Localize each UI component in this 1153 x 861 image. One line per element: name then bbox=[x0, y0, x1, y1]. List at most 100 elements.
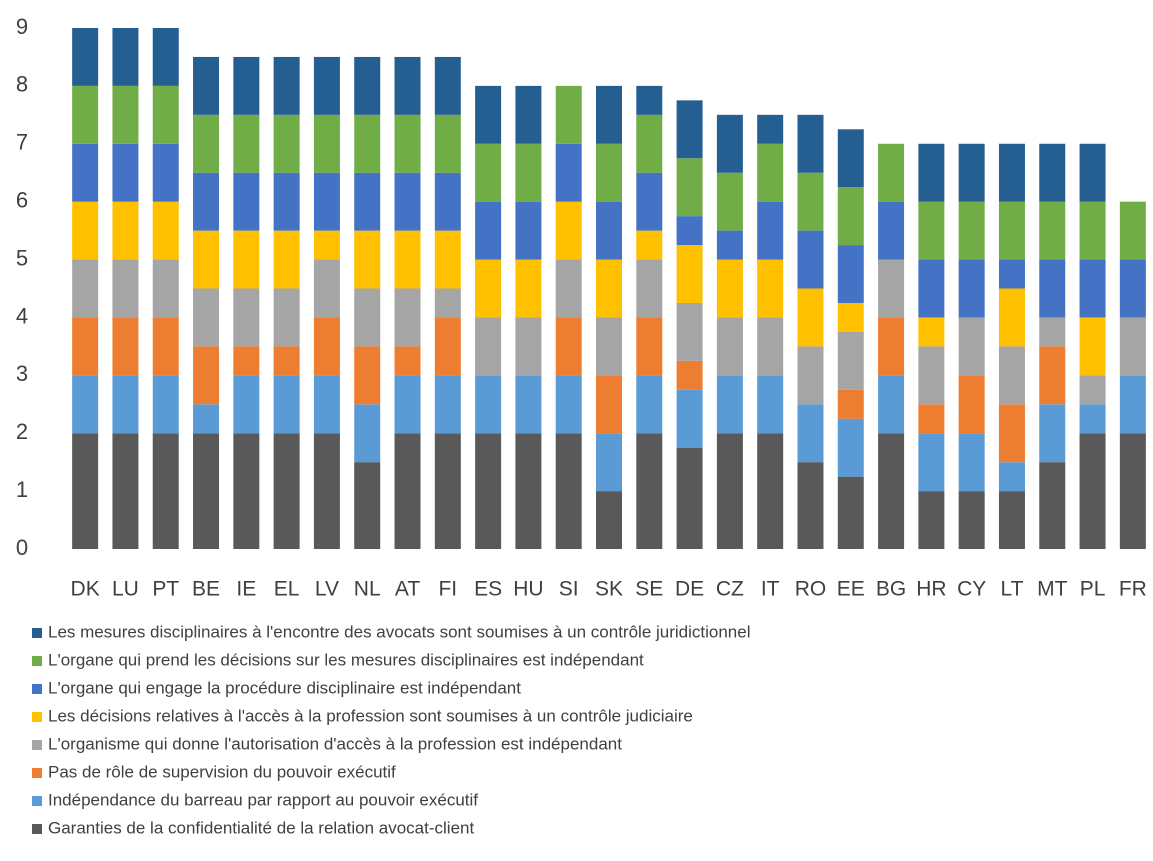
bar-segment bbox=[918, 201, 945, 260]
bar-segment bbox=[112, 85, 139, 144]
bar-segment bbox=[676, 302, 703, 361]
bar-segment bbox=[998, 462, 1025, 492]
legend-label: L'organe qui prend les décisions sur les… bbox=[48, 650, 644, 669]
x-tick-label: ES bbox=[474, 578, 502, 601]
bar-segment bbox=[757, 143, 784, 202]
bar-segment bbox=[354, 404, 381, 463]
bar-segment bbox=[918, 259, 945, 318]
bar-segment bbox=[878, 201, 905, 260]
bar-segment bbox=[233, 288, 260, 347]
bar-segment bbox=[515, 201, 542, 260]
bar-segment bbox=[515, 375, 542, 434]
bar-segment bbox=[716, 230, 743, 260]
bar-segment bbox=[1079, 259, 1106, 318]
bar-segment bbox=[837, 331, 864, 390]
y-tick-label: 8 bbox=[16, 72, 28, 97]
bar-segment bbox=[636, 317, 663, 376]
bar-segment bbox=[837, 129, 864, 188]
bar-segment bbox=[958, 491, 985, 549]
bar-segment bbox=[434, 375, 461, 434]
bar-segment bbox=[676, 447, 703, 549]
bar-segment bbox=[958, 375, 985, 434]
bar-segment bbox=[152, 317, 179, 376]
bar-segment bbox=[434, 230, 461, 289]
bar-segment bbox=[313, 375, 340, 434]
bar-segment bbox=[716, 114, 743, 173]
bar-segment bbox=[837, 418, 864, 477]
bar-segment bbox=[72, 259, 99, 318]
bar-segment bbox=[918, 491, 945, 549]
bar-segment bbox=[313, 56, 340, 115]
bar-segment bbox=[676, 245, 703, 303]
bar-segment bbox=[475, 143, 502, 202]
y-tick-label: 3 bbox=[16, 361, 28, 386]
bar-segment bbox=[193, 346, 220, 405]
bar-segment bbox=[394, 172, 421, 231]
bar-segment bbox=[233, 114, 260, 173]
legend-swatch bbox=[32, 824, 42, 834]
legend-swatch bbox=[32, 796, 42, 806]
bar-segment bbox=[918, 143, 945, 202]
bar-segment bbox=[475, 201, 502, 260]
bar-segment bbox=[72, 28, 99, 86]
bar-segment bbox=[716, 172, 743, 231]
bar-segment bbox=[998, 491, 1025, 549]
bar-segment bbox=[676, 216, 703, 246]
y-tick-label: 9 bbox=[16, 14, 28, 39]
x-tick-label: CY bbox=[957, 578, 986, 601]
x-tick-label: DK bbox=[71, 578, 100, 601]
bar-segment bbox=[918, 433, 945, 492]
bar-segment bbox=[233, 433, 260, 549]
x-tick-label: MT bbox=[1037, 578, 1067, 601]
x-tick-label: HU bbox=[513, 578, 543, 601]
legend-label: Pas de rôle de supervision du pouvoir ex… bbox=[48, 762, 396, 781]
bar-segment bbox=[394, 114, 421, 173]
bar-segment bbox=[354, 346, 381, 405]
x-tick-label: NL bbox=[354, 578, 381, 601]
bar-segment bbox=[233, 346, 260, 376]
bar-segment bbox=[1119, 259, 1146, 318]
bar-segment bbox=[273, 56, 300, 115]
bar-segment bbox=[273, 346, 300, 376]
y-tick-label: 5 bbox=[16, 245, 28, 270]
bar-segment bbox=[313, 317, 340, 376]
bar-segment bbox=[394, 433, 421, 549]
bar-segment bbox=[676, 389, 703, 448]
bar-segment bbox=[596, 491, 622, 549]
bar-segment bbox=[797, 230, 824, 289]
bar-segment bbox=[837, 389, 864, 419]
bar-segment bbox=[596, 259, 622, 318]
x-tick-label: LV bbox=[315, 578, 339, 601]
bar-segment bbox=[596, 143, 622, 202]
x-tick-label: HR bbox=[916, 578, 946, 601]
bar-segment bbox=[1039, 346, 1066, 405]
x-tick-label: SK bbox=[595, 578, 623, 601]
x-tick-label: BE bbox=[192, 578, 220, 601]
bar-segment bbox=[72, 85, 99, 144]
x-tick-label: EE bbox=[837, 578, 865, 601]
bar-segment bbox=[1079, 317, 1106, 376]
bar-segment bbox=[475, 375, 502, 434]
bar-segment bbox=[998, 288, 1025, 347]
bar-segment bbox=[555, 433, 582, 549]
bar-segment bbox=[193, 114, 220, 173]
bar-segment bbox=[273, 288, 300, 347]
bar-segment bbox=[757, 201, 784, 260]
bar-segment bbox=[273, 375, 300, 434]
bar-segment bbox=[434, 114, 461, 173]
legend-swatch bbox=[32, 684, 42, 694]
bar-segment bbox=[354, 462, 381, 549]
bar-segment bbox=[757, 317, 784, 376]
y-tick-label: 2 bbox=[16, 419, 28, 444]
bar-segment bbox=[1119, 317, 1146, 376]
bar-segment bbox=[837, 245, 864, 303]
bar-segment bbox=[193, 433, 220, 549]
bar-segment bbox=[112, 259, 139, 318]
bar-segment bbox=[434, 317, 461, 376]
bar-segment bbox=[72, 143, 99, 202]
x-tick-label: PT bbox=[152, 578, 179, 601]
bar-segment bbox=[394, 346, 421, 376]
bar-segment bbox=[596, 433, 622, 492]
legend-swatch bbox=[32, 740, 42, 750]
